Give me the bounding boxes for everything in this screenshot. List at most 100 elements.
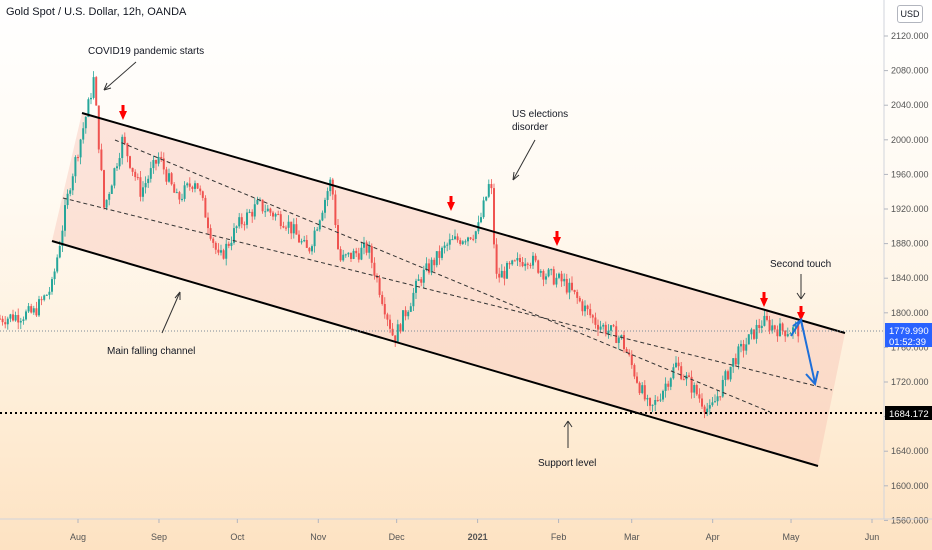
candle-body <box>274 214 277 217</box>
candle-body <box>142 187 144 197</box>
candle-body <box>118 158 121 167</box>
candle-body <box>290 221 293 234</box>
candle-body <box>69 190 72 194</box>
price-tick-label: 1760.000 <box>891 342 929 352</box>
candle-body <box>399 324 402 332</box>
candle-body <box>155 160 157 164</box>
candle-body <box>760 325 763 328</box>
candle-body <box>766 315 768 320</box>
candle-body <box>357 253 360 260</box>
candle-body <box>308 247 311 252</box>
candle-body <box>61 230 64 247</box>
candle-body <box>22 319 25 321</box>
candle-body <box>253 204 256 217</box>
projection-arrow <box>790 317 819 387</box>
candle-body <box>555 277 558 285</box>
candle-body <box>233 228 235 243</box>
candle-body <box>116 166 118 169</box>
candle-body <box>630 354 633 366</box>
price-tick-label: 2000.000 <box>891 135 929 145</box>
support-price-text: 1684.172 <box>889 409 929 420</box>
candle-body <box>269 208 272 213</box>
candle-body <box>92 77 95 98</box>
candle-body <box>9 314 12 319</box>
candle-body <box>4 322 7 325</box>
candle-body <box>313 230 316 247</box>
candle-body <box>701 398 703 407</box>
candle-body <box>186 183 189 186</box>
channel-midline-1 <box>62 197 833 391</box>
candle-body <box>389 319 391 329</box>
elections-annotation-line2: disorder <box>512 122 549 133</box>
current-price-label: 1779.990 01:52:39 <box>885 323 932 348</box>
candle-body <box>370 246 373 263</box>
candle-body <box>714 401 716 403</box>
candles <box>0 71 800 419</box>
candle-body <box>708 405 711 409</box>
candle-body <box>599 326 602 330</box>
red-arrow-icon <box>447 196 455 211</box>
candle-body <box>552 269 555 285</box>
candle-body <box>243 224 246 226</box>
candle-body <box>277 214 280 216</box>
candle-body <box>438 251 441 258</box>
candle-body <box>446 244 449 246</box>
candle-body <box>784 330 787 337</box>
candle-body <box>160 156 163 159</box>
candle-body <box>474 231 477 239</box>
currency-button[interactable]: USD <box>897 5 923 23</box>
candle-body <box>495 244 498 274</box>
candle-body <box>480 217 482 223</box>
candle-body <box>513 260 516 262</box>
candle-body <box>417 279 420 281</box>
candle-body <box>110 185 113 194</box>
price-axis[interactable]: 2120.000 2080.000 2040.000 2000.000 1960.000… <box>883 0 929 525</box>
candle-body <box>326 191 329 200</box>
candle-body <box>794 325 797 328</box>
candle-body <box>196 183 199 189</box>
candle-body <box>71 176 74 191</box>
time-axis[interactable]: Aug Sep Oct Nov Dec 2021 Feb Mar Apr May Jun <box>0 518 932 542</box>
candle-body <box>74 157 77 177</box>
channel-lower-line <box>51 240 819 467</box>
candle-body <box>168 173 170 182</box>
candle-body <box>100 149 103 171</box>
candle-body <box>524 263 527 267</box>
candle-body <box>17 314 20 323</box>
price-tick-label: 2120.000 <box>891 31 929 41</box>
candle-body <box>454 236 456 240</box>
candle-body <box>604 324 607 334</box>
candle-body <box>402 310 404 332</box>
candle-body <box>344 254 347 256</box>
candle-body <box>581 301 584 312</box>
candle-body <box>337 225 339 250</box>
candle-body <box>246 212 248 225</box>
candle-body <box>667 383 670 387</box>
candle-body <box>103 170 105 208</box>
candle-body <box>272 212 274 217</box>
candle-body <box>425 263 428 270</box>
candle-body <box>529 264 532 266</box>
candle-body <box>19 320 22 323</box>
time-tick-label: Mar <box>624 532 640 542</box>
candle-body <box>646 398 649 400</box>
candle-body <box>693 385 696 393</box>
candle-body <box>537 260 540 273</box>
candle-body <box>0 318 1 320</box>
candle-body <box>610 325 612 331</box>
price-tick-label: 1840.000 <box>891 273 929 283</box>
candle-body <box>279 214 282 227</box>
candle-body <box>680 366 683 380</box>
candle-body <box>6 318 9 325</box>
candle-body <box>584 305 586 312</box>
candle-body <box>35 308 38 316</box>
candle-body <box>786 334 789 337</box>
elections-annotation-line1: US elections <box>512 109 568 120</box>
candle-body <box>66 193 69 206</box>
candle-body <box>43 295 46 300</box>
candle-body <box>545 276 547 280</box>
channel-upper-line <box>81 112 846 334</box>
candle-body <box>654 400 657 405</box>
candle-body <box>721 379 724 397</box>
